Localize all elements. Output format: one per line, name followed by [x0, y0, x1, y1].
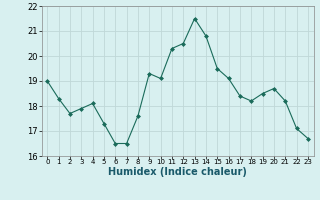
X-axis label: Humidex (Indice chaleur): Humidex (Indice chaleur) [108, 167, 247, 177]
